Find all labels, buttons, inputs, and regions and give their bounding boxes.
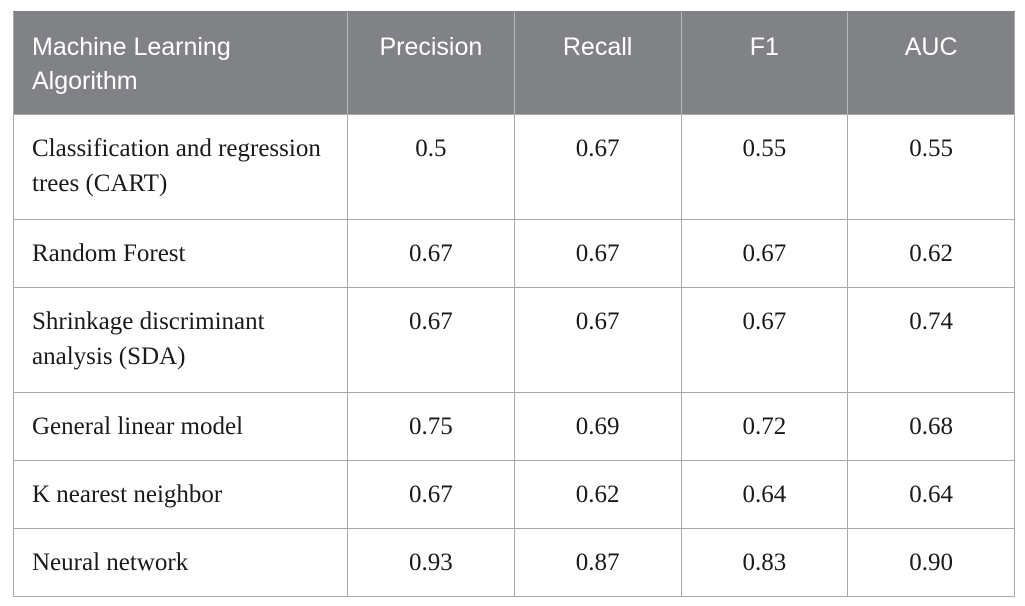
precision-cell: 0.67 xyxy=(347,287,515,393)
auc-cell: 0.62 xyxy=(847,219,1015,288)
algorithm-cell: Random Forest xyxy=(13,219,348,288)
header-row: Machine Learning Algorithm Precision Rec… xyxy=(13,11,1015,115)
auc-cell: 0.55 xyxy=(847,114,1015,220)
header-recall: Recall xyxy=(513,11,681,115)
auc-cell: 0.74 xyxy=(847,287,1015,393)
auc-cell: 0.68 xyxy=(847,392,1015,461)
precision-cell: 0.93 xyxy=(347,528,515,597)
header-precision: Precision xyxy=(347,11,515,115)
table-row: Shrinkage discriminant analysis (SDA) 0.… xyxy=(13,287,1015,393)
algorithm-cell: General linear model xyxy=(13,392,348,461)
table-row: General linear model 0.75 0.69 0.72 0.68 xyxy=(13,392,1015,461)
recall-cell: 0.67 xyxy=(513,219,682,288)
precision-cell: 0.67 xyxy=(347,460,515,529)
table-row: Random Forest 0.67 0.67 0.67 0.62 xyxy=(13,219,1015,288)
recall-cell: 0.67 xyxy=(513,114,682,220)
header-algorithm: Machine Learning Algorithm xyxy=(13,11,348,115)
table-row: K nearest neighbor 0.67 0.62 0.64 0.64 xyxy=(13,460,1015,529)
algorithm-cell: K nearest neighbor xyxy=(13,460,348,529)
algorithm-cell: Neural network xyxy=(13,528,348,597)
f1-cell: 0.67 xyxy=(680,287,849,393)
header-auc: AUC xyxy=(847,11,1015,115)
precision-cell: 0.5 xyxy=(347,114,515,220)
header-f1: F1 xyxy=(680,11,848,115)
auc-cell: 0.64 xyxy=(847,460,1015,529)
recall-cell: 0.69 xyxy=(513,392,682,461)
f1-cell: 0.72 xyxy=(680,392,849,461)
recall-cell: 0.62 xyxy=(513,460,682,529)
algorithm-cell: Shrinkage discriminant analysis (SDA) xyxy=(13,287,348,393)
f1-cell: 0.83 xyxy=(680,528,849,597)
f1-cell: 0.64 xyxy=(680,460,849,529)
precision-cell: 0.75 xyxy=(347,392,515,461)
results-table: Machine Learning Algorithm Precision Rec… xyxy=(13,11,1015,597)
algorithm-cell: Classification and regression trees (CAR… xyxy=(13,114,348,220)
table-row: Neural network 0.93 0.87 0.83 0.90 xyxy=(13,528,1015,597)
table-row: Classification and regression trees (CAR… xyxy=(13,114,1015,220)
f1-cell: 0.67 xyxy=(680,219,849,288)
precision-cell: 0.67 xyxy=(347,219,515,288)
recall-cell: 0.67 xyxy=(513,287,682,393)
f1-cell: 0.55 xyxy=(680,114,849,220)
recall-cell: 0.87 xyxy=(513,528,682,597)
auc-cell: 0.90 xyxy=(847,528,1015,597)
